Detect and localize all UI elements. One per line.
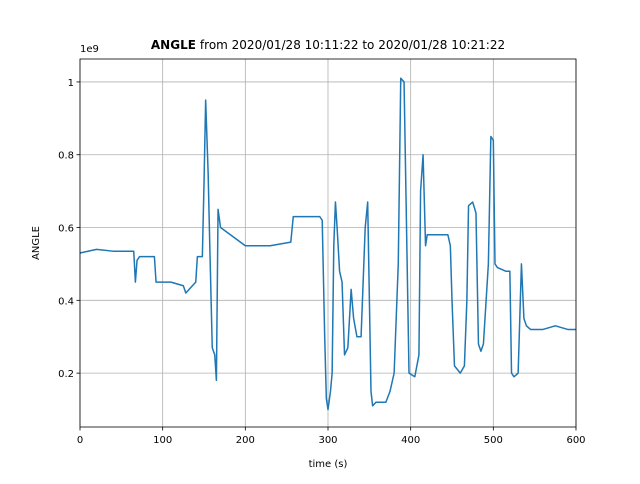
x-tick-label: 0 bbox=[77, 435, 83, 446]
y-tick-label: 0.8 bbox=[58, 151, 74, 162]
chart-title: ANGLE from 2020/01/28 10:11:22 to 2020/01… bbox=[151, 38, 505, 52]
y-axis-label: ANGLE bbox=[31, 226, 42, 260]
y-tick-label: 0.4 bbox=[58, 296, 74, 307]
x-tick-label: 100 bbox=[153, 435, 172, 446]
y-tick-label: 0.6 bbox=[58, 224, 74, 235]
plot-frame bbox=[79, 58, 577, 428]
x-tick-label: 400 bbox=[401, 435, 420, 446]
title-bold: ANGLE bbox=[151, 38, 196, 52]
x-tick-label: 600 bbox=[566, 435, 585, 446]
data-line bbox=[79, 77, 576, 411]
title-rest: from 2020/01/28 10:11:22 to 2020/01/28 1… bbox=[200, 38, 505, 52]
x-tick-label: 200 bbox=[236, 435, 255, 446]
x-tick-label: 500 bbox=[484, 435, 503, 446]
y-tick-label: 1 bbox=[68, 78, 74, 89]
x-tick-label: 300 bbox=[318, 435, 337, 446]
x-axis-label: time (s) bbox=[309, 459, 348, 470]
y-tick-label: 0.2 bbox=[58, 369, 74, 380]
y-offset-label: 1e9 bbox=[80, 44, 99, 55]
